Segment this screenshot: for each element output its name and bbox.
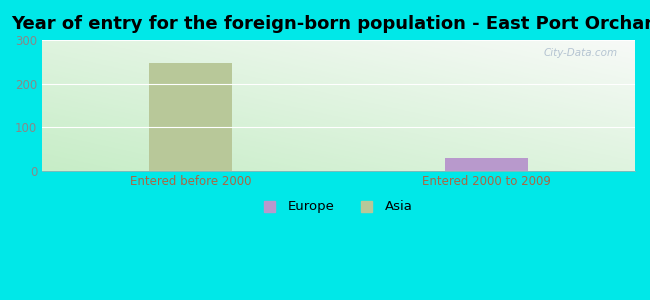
Text: City-Data.com: City-Data.com bbox=[543, 48, 618, 58]
Title: Year of entry for the foreign-born population - East Port Orchard: Year of entry for the foreign-born popul… bbox=[11, 15, 650, 33]
Bar bbox=[445, 158, 528, 171]
Legend: Europe, Asia: Europe, Asia bbox=[259, 195, 418, 219]
Bar bbox=[149, 63, 232, 171]
